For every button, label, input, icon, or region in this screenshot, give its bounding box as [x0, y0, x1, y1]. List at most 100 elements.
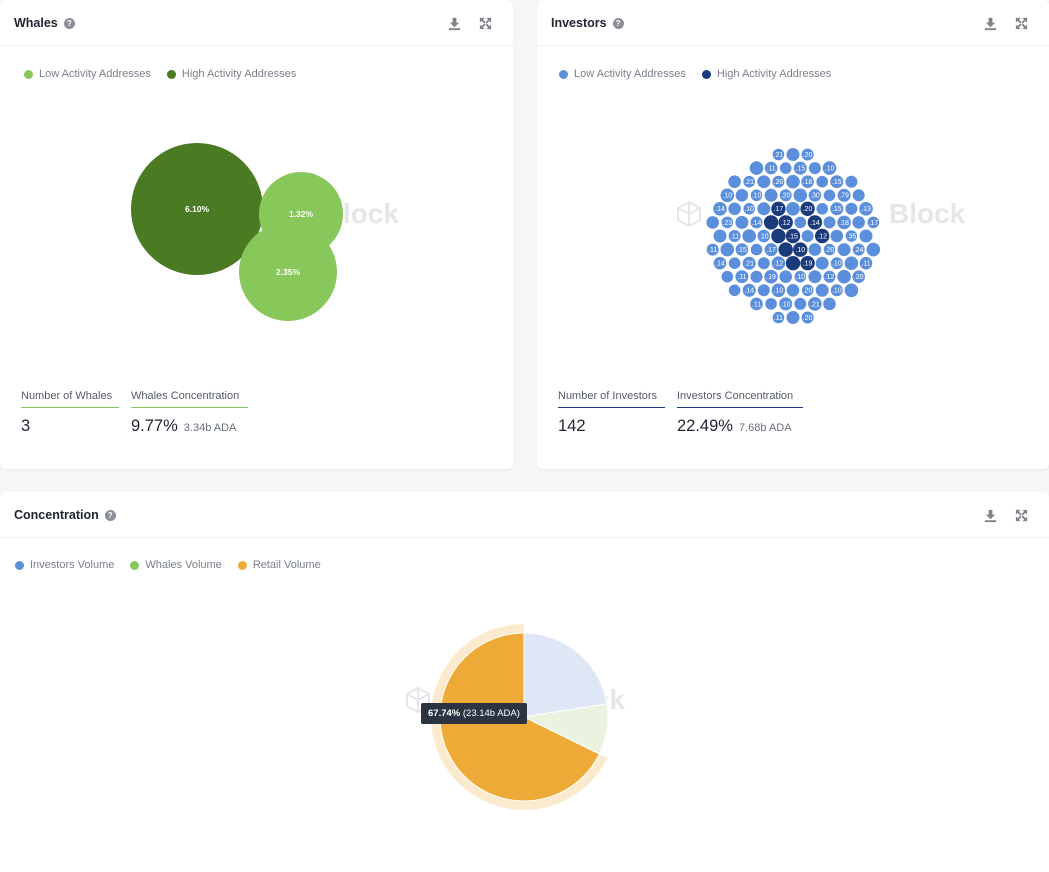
investor-bubble[interactable] [823, 270, 836, 283]
investor-bubble[interactable] [750, 189, 763, 202]
investor-bubble[interactable] [808, 270, 822, 284]
investor-bubble[interactable] [772, 148, 785, 161]
investor-bubble[interactable] [778, 242, 793, 257]
investor-bubble[interactable] [721, 216, 734, 229]
legend-item-retail-volume[interactable]: Retail Volume [237, 559, 321, 571]
investor-bubble[interactable] [786, 202, 800, 216]
investor-bubble[interactable] [816, 203, 828, 215]
investor-bubble[interactable] [793, 242, 808, 257]
investor-bubble[interactable] [757, 175, 771, 189]
investor-bubble[interactable] [859, 256, 873, 270]
investor-bubble[interactable] [742, 256, 756, 270]
investor-bubble[interactable] [706, 243, 719, 256]
investor-bubble[interactable] [757, 229, 771, 243]
investor-bubble[interactable] [823, 216, 836, 229]
investor-bubble[interactable] [757, 257, 770, 270]
investor-bubble[interactable] [713, 202, 727, 216]
help-icon[interactable]: ? [612, 17, 624, 29]
investor-bubble[interactable] [823, 189, 836, 202]
investor-bubble[interactable] [735, 189, 749, 202]
investor-bubble[interactable] [757, 202, 771, 216]
download-icon[interactable] [983, 16, 998, 31]
investor-bubble[interactable] [808, 189, 822, 202]
investor-bubble[interactable] [830, 284, 843, 297]
investor-bubble[interactable] [801, 311, 814, 324]
investor-bubble[interactable] [728, 175, 741, 188]
investor-bubble[interactable] [844, 283, 859, 298]
investor-bubble[interactable] [801, 230, 814, 242]
investor-bubble[interactable] [815, 283, 829, 297]
investor-bubble[interactable] [764, 161, 778, 175]
investor-bubble[interactable] [815, 256, 829, 270]
investor-bubble[interactable] [750, 216, 763, 229]
investor-bubble[interactable] [823, 297, 836, 311]
investor-bubble[interactable] [786, 174, 800, 189]
investor-bubble[interactable] [837, 243, 851, 257]
investor-bubble[interactable] [757, 284, 770, 297]
investor-bubble[interactable] [801, 148, 814, 161]
investor-bubble[interactable] [786, 284, 800, 297]
investor-bubble[interactable] [772, 175, 785, 188]
investor-bubble[interactable] [800, 256, 815, 271]
investor-bubble[interactable] [794, 270, 807, 283]
legend-item-high-activity[interactable]: High Activity Addresses [701, 68, 831, 80]
download-icon[interactable] [447, 16, 462, 31]
investor-bubble[interactable] [823, 243, 836, 256]
whale-bubble[interactable] [239, 223, 337, 321]
investor-bubble[interactable] [793, 188, 808, 203]
investor-bubble[interactable] [742, 283, 756, 297]
investor-bubble[interactable] [822, 161, 837, 175]
investor-bubble[interactable] [750, 270, 763, 283]
expand-icon[interactable] [1014, 16, 1029, 31]
investor-bubble[interactable] [845, 202, 858, 215]
investor-bubble[interactable] [728, 202, 741, 216]
legend-item-low-activity[interactable]: Low Activity Addresses [559, 68, 686, 80]
investor-bubble[interactable] [779, 270, 792, 284]
expand-icon[interactable] [1014, 508, 1029, 523]
investor-bubble[interactable] [735, 270, 749, 284]
investor-bubble[interactable] [801, 175, 814, 188]
investor-bubble[interactable] [852, 216, 865, 229]
investor-bubble[interactable] [830, 202, 844, 216]
download-icon[interactable] [983, 508, 998, 523]
investor-bubble[interactable] [778, 215, 793, 230]
investor-bubble[interactable] [750, 297, 763, 311]
investor-bubble[interactable] [845, 230, 858, 242]
investor-bubble[interactable] [867, 216, 880, 229]
investor-bubble[interactable] [830, 257, 843, 270]
investor-bubble[interactable] [859, 202, 873, 216]
investor-bubble[interactable] [771, 256, 786, 271]
investor-bubble[interactable] [772, 311, 785, 324]
investor-bubble[interactable] [764, 243, 778, 257]
investor-bubble[interactable] [830, 229, 844, 243]
investor-bubble[interactable] [837, 269, 851, 284]
whale-bubble[interactable] [131, 143, 263, 275]
legend-item-investors-volume[interactable]: Investors Volume [15, 559, 114, 571]
investor-bubble[interactable] [845, 175, 858, 188]
legend-item-whales-volume[interactable]: Whales Volume [130, 559, 222, 571]
pie-slice-investors-volume[interactable] [523, 632, 608, 718]
investor-bubble[interactable] [750, 243, 763, 256]
investor-bubble[interactable] [706, 216, 719, 229]
investor-bubble[interactable] [794, 216, 807, 229]
investor-bubble[interactable] [743, 175, 755, 188]
investor-bubble[interactable] [763, 215, 779, 230]
investor-bubble[interactable] [779, 162, 792, 174]
expand-icon[interactable] [478, 16, 493, 31]
investor-bubble[interactable] [800, 201, 815, 216]
investor-bubble[interactable] [786, 148, 800, 161]
investor-bubble[interactable] [771, 283, 786, 298]
investor-bubble[interactable] [866, 242, 881, 257]
investor-bubble[interactable] [728, 284, 741, 297]
investor-bubble[interactable] [764, 188, 778, 202]
investor-bubble[interactable] [852, 189, 865, 202]
investor-bubble[interactable] [852, 243, 865, 256]
investor-bubble[interactable] [852, 270, 865, 284]
investor-bubble[interactable] [808, 162, 821, 175]
investor-bubble[interactable] [764, 269, 778, 284]
investor-bubble[interactable] [721, 270, 734, 283]
investor-bubble[interactable] [859, 229, 873, 243]
investor-bubble[interactable] [808, 243, 822, 256]
investor-bubble[interactable] [837, 215, 851, 230]
investor-bubble[interactable] [794, 297, 807, 310]
